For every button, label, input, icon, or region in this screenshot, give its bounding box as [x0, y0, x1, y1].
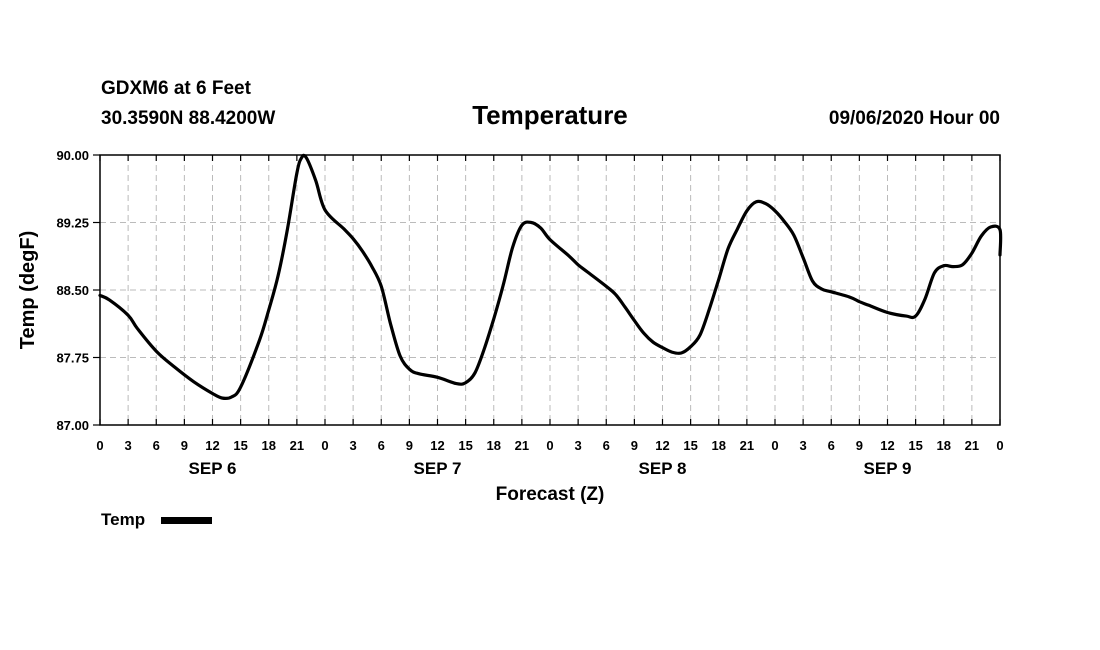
- y-tick-label: 89.25: [56, 216, 89, 231]
- x-tick-label: 6: [378, 438, 385, 453]
- x-tick-label: 15: [458, 438, 472, 453]
- chart-title: Temperature: [472, 100, 628, 130]
- x-tick-label: 15: [683, 438, 697, 453]
- day-label: SEP 7: [414, 459, 462, 478]
- x-tick-label: 18: [487, 438, 501, 453]
- x-tick-label: 21: [965, 438, 979, 453]
- x-tick-label: 12: [205, 438, 219, 453]
- series-layer: [98, 153, 1003, 401]
- x-tick-label: 3: [575, 438, 582, 453]
- x-tick-label: 21: [740, 438, 754, 453]
- x-tick-label: 18: [712, 438, 726, 453]
- day-label: SEP 6: [189, 459, 237, 478]
- y-tick-label: 88.50: [56, 283, 89, 298]
- x-tick-label: 18: [937, 438, 951, 453]
- x-tick-label: 9: [406, 438, 413, 453]
- x-tick-label: 3: [125, 438, 132, 453]
- y-tick-label: 90.00: [56, 148, 89, 163]
- x-axis-title: Forecast (Z): [496, 484, 605, 505]
- x-tick-label: 18: [262, 438, 276, 453]
- x-tick-label: 12: [430, 438, 444, 453]
- x-tick-label: 6: [828, 438, 835, 453]
- x-tick-label: 21: [515, 438, 529, 453]
- y-tick-label: 87.75: [56, 351, 89, 366]
- legend-line-swatch: [161, 517, 212, 524]
- x-tick-label: 0: [96, 438, 103, 453]
- x-tick-label: 12: [880, 438, 894, 453]
- x-tick-label: 3: [800, 438, 807, 453]
- x-tick-label: 21: [290, 438, 304, 453]
- y-tick-label: 87.00: [56, 418, 89, 433]
- x-tick-label: 6: [603, 438, 610, 453]
- x-tick-label: 0: [771, 438, 778, 453]
- x-tick-label: 0: [996, 438, 1003, 453]
- y-axis-title: Temp (degF): [17, 231, 39, 350]
- station-label: GDXM6 at 6 Feet: [101, 78, 252, 99]
- location-label: 30.3590N 88.4200W: [101, 108, 275, 129]
- x-tick-label: 9: [856, 438, 863, 453]
- x-tick-label: 15: [233, 438, 247, 453]
- x-tick-label: 9: [631, 438, 638, 453]
- x-tick-label: 0: [546, 438, 553, 453]
- legend-label: Temp: [101, 510, 145, 529]
- x-tick-label: 6: [153, 438, 160, 453]
- forecast-date-label: 09/06/2020 Hour 00: [829, 108, 1000, 129]
- series-line-temp: [98, 153, 1003, 401]
- x-tick-label: 15: [908, 438, 922, 453]
- day-label: SEP 8: [639, 459, 687, 478]
- day-label: SEP 9: [864, 459, 912, 478]
- x-tick-label: 3: [350, 438, 357, 453]
- x-tick-label: 9: [181, 438, 188, 453]
- x-tick-label: 12: [655, 438, 669, 453]
- axis-tick-labels: 0 3 6 9 12 15 18 21 0 3 6 9 12 15 18 21 0 3 6 9 12 15 18 21 0 3 6 9…: [56, 148, 1003, 478]
- plot-frame: [99, 154, 1001, 426]
- x-tick-label: 0: [321, 438, 328, 453]
